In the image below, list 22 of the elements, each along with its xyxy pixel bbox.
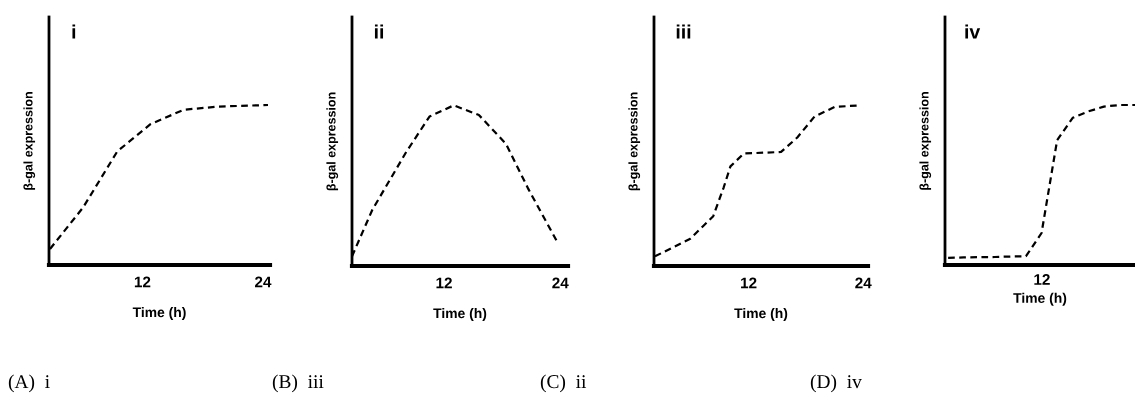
chart-title: iv: [965, 24, 981, 39]
text: (D) iv: [810, 374, 862, 393]
chart-title: iii: [676, 24, 691, 39]
text: (A) i: [8, 374, 50, 393]
text: (B) iii: [272, 374, 324, 393]
x-axis-title: Time (h): [433, 308, 487, 321]
y-axis-title: β-gal expression: [326, 92, 339, 191]
x-tick-label: 12: [741, 277, 757, 289]
x-tick-label: 24: [855, 277, 872, 289]
x-axis-title: Time (h): [132, 307, 186, 320]
y-axis-title: β-gal expression: [23, 92, 36, 190]
x-axis-title: Time (h): [1013, 292, 1067, 306]
x-tick-label: 12: [134, 276, 151, 288]
y-axis-title: β-gal expression: [919, 92, 932, 190]
x-tick-label: 12: [436, 277, 452, 289]
chart-title: ii: [374, 24, 384, 39]
chart-title: i: [72, 24, 76, 39]
text: (C) ii: [540, 374, 587, 393]
x-tick-label: 24: [552, 277, 569, 289]
x-axis-title: Time (h): [734, 308, 788, 321]
x-tick-label: 24: [255, 276, 272, 288]
y-axis-title: β-gal expression: [628, 92, 641, 191]
